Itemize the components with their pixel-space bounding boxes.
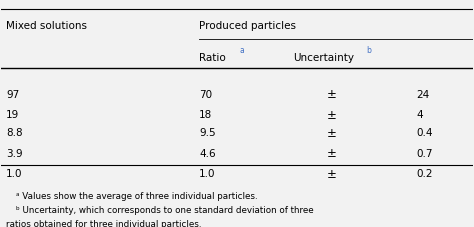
Text: 0.2: 0.2 xyxy=(416,168,433,178)
Text: ±: ± xyxy=(327,108,337,121)
Text: a: a xyxy=(239,45,244,54)
Text: ±: ± xyxy=(327,167,337,180)
Text: Ratio: Ratio xyxy=(199,53,226,63)
Text: ᵃ Values show the average of three individual particles.: ᵃ Values show the average of three indiv… xyxy=(16,191,257,200)
Text: 8.8: 8.8 xyxy=(6,128,23,138)
Text: 4: 4 xyxy=(416,110,423,120)
Text: ±: ± xyxy=(327,147,337,160)
Text: 70: 70 xyxy=(199,89,212,99)
Text: 18: 18 xyxy=(199,110,212,120)
Text: ratios obtained for three individual particles.: ratios obtained for three individual par… xyxy=(6,220,201,227)
Text: 1.0: 1.0 xyxy=(6,168,23,178)
Text: 3.9: 3.9 xyxy=(6,148,23,158)
Text: 0.7: 0.7 xyxy=(416,148,433,158)
Text: 0.4: 0.4 xyxy=(416,128,433,138)
Text: ±: ± xyxy=(327,88,337,101)
Text: Uncertainty: Uncertainty xyxy=(293,53,355,63)
Text: 4.6: 4.6 xyxy=(199,148,216,158)
Text: 9.5: 9.5 xyxy=(199,128,216,138)
Text: ±: ± xyxy=(327,126,337,139)
Text: 97: 97 xyxy=(6,89,19,99)
Text: b: b xyxy=(366,45,372,54)
Text: Mixed solutions: Mixed solutions xyxy=(6,21,87,31)
Text: 1.0: 1.0 xyxy=(199,168,216,178)
Text: 19: 19 xyxy=(6,110,19,120)
Text: 24: 24 xyxy=(416,89,429,99)
Text: Produced particles: Produced particles xyxy=(199,21,296,31)
Text: ᵇ Uncertainty, which corresponds to one standard deviation of three: ᵇ Uncertainty, which corresponds to one … xyxy=(16,205,316,214)
